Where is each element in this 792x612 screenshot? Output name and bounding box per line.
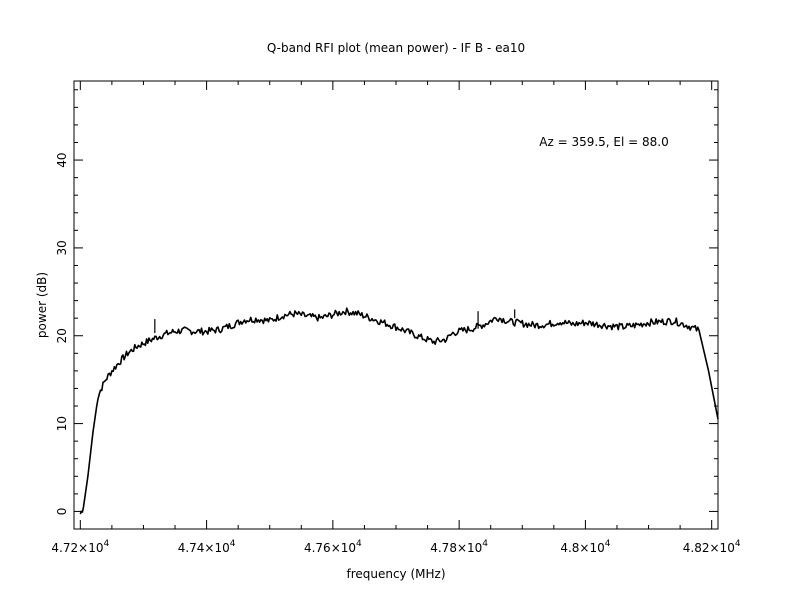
x-tick-labels: 4.72×104 4.74×104 4.76×104 4.78×104 4.8×104 4… xyxy=(51,539,740,555)
y-tick-labels: 0 10 20 30 40 xyxy=(55,152,69,515)
az-el-annotation: Az = 359.5, El = 88.0 xyxy=(539,135,669,149)
y-tick-label: 20 xyxy=(55,328,69,343)
y-axis-label: power (dB) xyxy=(35,272,49,338)
x-tick-label: 4.8×104 xyxy=(560,539,610,555)
x-tick-label: 4.74×104 xyxy=(178,539,236,555)
y-tick-label: 30 xyxy=(55,240,69,255)
y-tick-label: 10 xyxy=(55,416,69,431)
x-tick-label: 4.82×104 xyxy=(683,539,741,555)
y-tick-label: 40 xyxy=(55,152,69,167)
x-tick-label: 4.76×104 xyxy=(304,539,362,555)
x-axis-label: frequency (MHz) xyxy=(346,567,445,581)
axis-ticks xyxy=(74,81,718,530)
x-tick-label: 4.78×104 xyxy=(430,539,488,555)
x-tick-label: 4.72×104 xyxy=(51,539,109,555)
series-line xyxy=(79,307,719,515)
chart-title: Q-band RFI plot (mean power) - IF B - ea… xyxy=(267,41,525,55)
y-tick-label: 0 xyxy=(55,508,69,516)
